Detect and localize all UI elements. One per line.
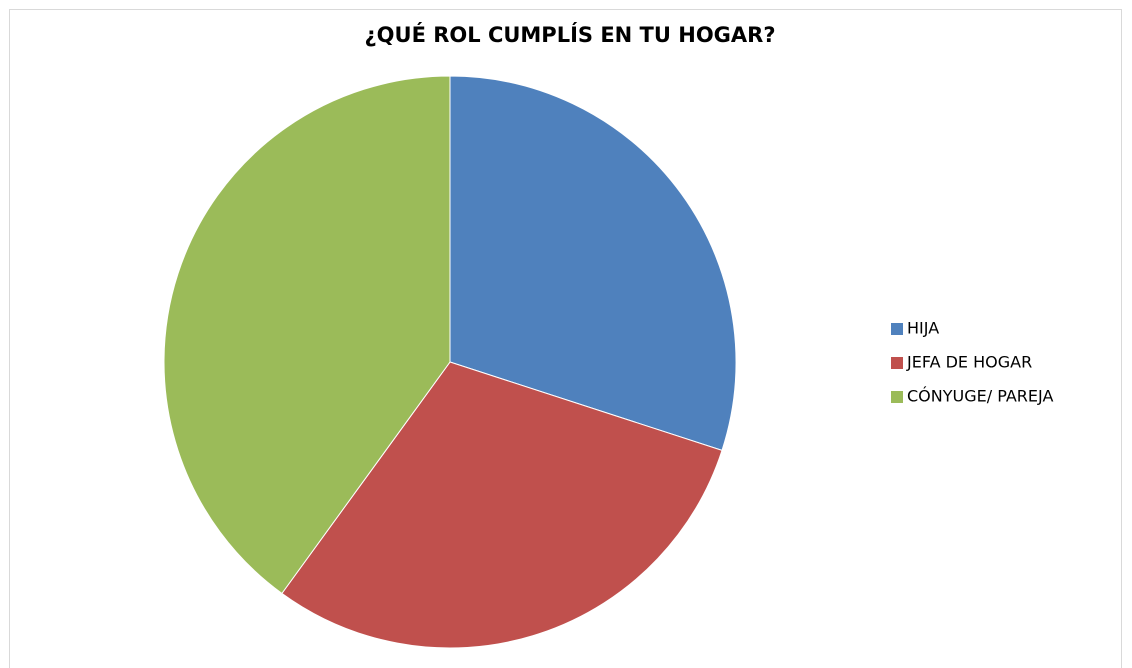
- legend-swatch: [891, 357, 903, 369]
- legend-swatch: [891, 323, 903, 335]
- legend-label: JEFA DE HOGAR: [906, 353, 1032, 372]
- legend-label: CÓNYUGE/ PAREJA: [907, 387, 1053, 406]
- pie-slice: [449, 75, 737, 452]
- pie-slice: [281, 361, 723, 649]
- legend-swatch: [891, 391, 903, 403]
- pie-slice: [163, 75, 451, 595]
- legend-label: HIJA: [907, 319, 939, 338]
- chart-title: ¿QUÉ ROL CUMPLÍS EN TU HOGAR?: [364, 22, 775, 47]
